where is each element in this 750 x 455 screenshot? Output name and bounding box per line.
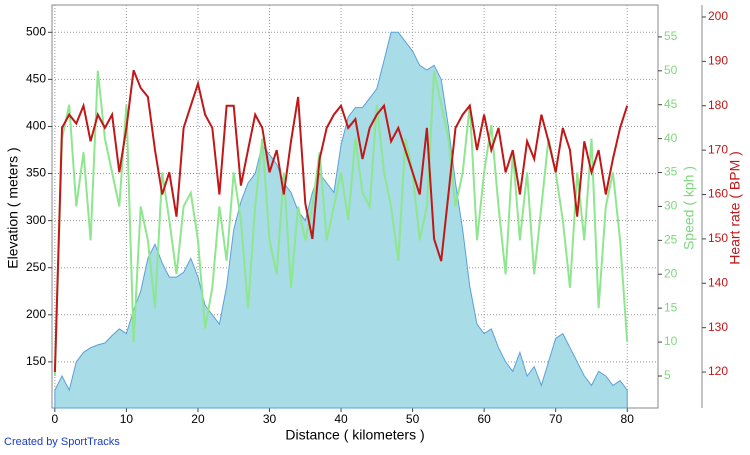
y2-tick-label: 55 bbox=[664, 29, 678, 43]
y-tick-label: 150 bbox=[26, 354, 46, 368]
y3-tick-label: 130 bbox=[708, 320, 728, 334]
x-tick-label: 20 bbox=[191, 412, 205, 426]
y3-axis-title: Heart rate ( BPM ) bbox=[727, 151, 743, 265]
x-axis-title: Distance ( kilometers ) bbox=[285, 427, 424, 443]
x-tick-label: 80 bbox=[621, 412, 635, 426]
y2-tick-label: 15 bbox=[664, 300, 678, 314]
y2-axis-title: Speed ( kph ) bbox=[681, 166, 697, 250]
y3-tick-label: 180 bbox=[708, 98, 728, 112]
x-tick-label: 30 bbox=[263, 412, 277, 426]
y2-tick-label: 35 bbox=[664, 165, 678, 179]
y2-tick-label: 10 bbox=[664, 334, 678, 348]
y2-tick-label: 50 bbox=[664, 63, 678, 77]
x-tick-label: 50 bbox=[406, 412, 420, 426]
x-tick-label: 70 bbox=[549, 412, 563, 426]
y-tick-label: 250 bbox=[26, 260, 46, 274]
y3-tick-label: 140 bbox=[708, 275, 728, 289]
y-tick-label: 350 bbox=[26, 166, 46, 180]
series-line bbox=[53, 69, 629, 373]
y-tick-label: 500 bbox=[26, 24, 46, 38]
y2-tick-label: 30 bbox=[664, 199, 678, 213]
y2-tick-label: 45 bbox=[664, 97, 678, 111]
y3-tick-label: 200 bbox=[708, 9, 728, 23]
y3-tick-label: 160 bbox=[708, 187, 728, 201]
y3-tick-label: 150 bbox=[708, 231, 728, 245]
y3-tick-label: 190 bbox=[708, 54, 728, 68]
x-tick-label: 40 bbox=[334, 412, 348, 426]
y-tick-label: 300 bbox=[26, 213, 46, 227]
y-tick-label: 450 bbox=[26, 72, 46, 86]
y3-tick-label: 120 bbox=[708, 364, 728, 378]
y2-tick-label: 25 bbox=[664, 233, 678, 247]
y-tick-label: 400 bbox=[26, 119, 46, 133]
series-line bbox=[53, 70, 629, 377]
x-tick-label: 10 bbox=[120, 412, 134, 426]
y-tick-label: 200 bbox=[26, 307, 46, 321]
x-tick-label: 60 bbox=[477, 412, 491, 426]
y2-tick-label: 40 bbox=[664, 131, 678, 145]
y-axis-title: Elevation ( meters ) bbox=[5, 147, 21, 268]
y3-tick-label: 170 bbox=[708, 142, 728, 156]
y2-tick-label: 5 bbox=[664, 368, 671, 382]
x-tick-label: 0 bbox=[52, 412, 59, 426]
elevation-area bbox=[54, 31, 628, 409]
y2-tick-label: 20 bbox=[664, 266, 678, 280]
credit: Created by SportTracks bbox=[4, 436, 120, 448]
